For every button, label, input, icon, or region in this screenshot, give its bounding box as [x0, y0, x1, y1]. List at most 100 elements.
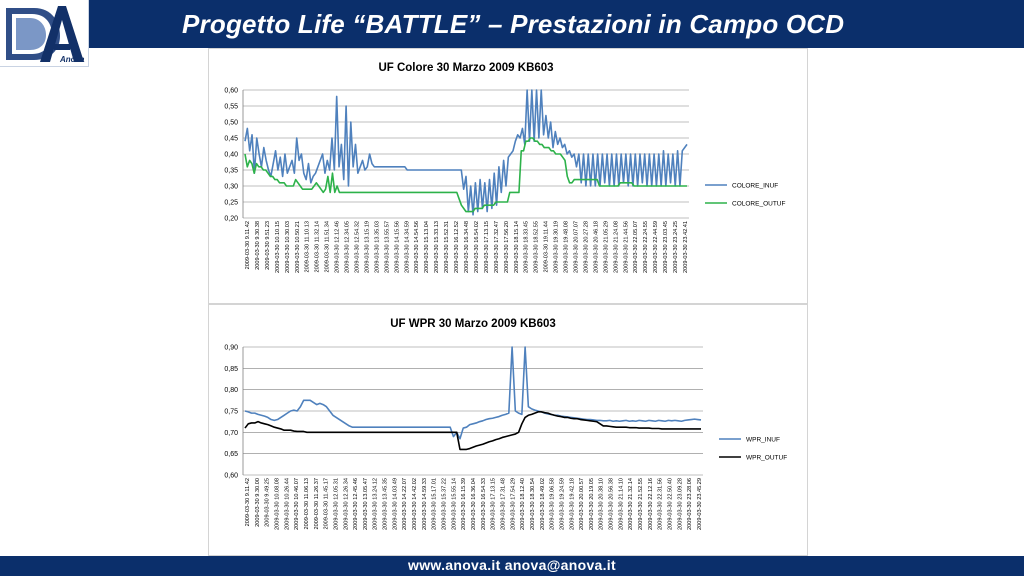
x-tick-label: 2009-03-30 22.12.16 — [648, 478, 654, 530]
y-tick-label: 0,30 — [224, 184, 238, 191]
x-tick-label: 2009-03-30 10.26.44 — [284, 478, 290, 530]
chart-uf-wpr: UF WPR 30 Marzo 2009 KB603 0,90 0,85 0,80 0,… — [208, 304, 808, 556]
x-tick-label: 2009-03-30 16.54.02 — [474, 221, 480, 273]
y-tick-label: 0,25 — [224, 200, 238, 207]
legend-label: COLORE_OUTUF — [732, 201, 785, 208]
y-tick-label: 0,50 — [224, 120, 238, 127]
x-tick-label: 2009-03-30 20.38.10 — [599, 478, 605, 530]
x-tick-label: 2009-03-30 20.00.57 — [579, 478, 585, 530]
x-tick-label: 2009-03-30 16.34.48 — [464, 221, 470, 273]
y-tick-label: 0,75 — [224, 409, 238, 416]
x-tick-label: 2009-03-30 12.54.32 — [355, 221, 361, 273]
x-tick-label: 2009-03-30 12.12.46 — [335, 221, 341, 273]
x-tick-label: 2009-03-30 17.13.15 — [491, 478, 497, 530]
chart-uf-colore-svg: UF Colore 30 Marzo 2009 KB603 0,60 0,55 0,5… — [224, 62, 785, 273]
x-tick-label: 2009-03-30 15.13.04 — [424, 221, 430, 273]
x-tick-label: 2009-03-30 19.24.59 — [559, 478, 565, 530]
x-tick-label: 2009-03-30 14.42.02 — [412, 478, 418, 530]
x-tick-label: 2009-03-30 21.44.56 — [623, 221, 629, 273]
x-tick-label: 2009-03-30 23.45.29 — [697, 478, 703, 530]
chart-uf-colore: UF Colore 30 Marzo 2009 KB603 0,60 0,55 0,5… — [208, 48, 808, 304]
x-tick-label: 2009-03-30 20.07.07 — [574, 221, 580, 273]
svg-text:Anova: Anova — [59, 55, 85, 64]
x-tick-label: 2009-03-30 16.54.33 — [481, 478, 487, 530]
x-tick-label: 2009-03-30 22.24.55 — [643, 221, 649, 273]
x-tick-label: 2009-03-30 11.10.13 — [305, 221, 311, 273]
x-tick-label: 2009-03-30 22.50.40 — [668, 478, 674, 530]
x-tick-label: 2009-03-30 21.24.08 — [613, 221, 619, 273]
y-tick-label: 0,90 — [224, 345, 238, 352]
x-tick-label: 2009-03-30 12.45.46 — [353, 478, 359, 530]
y-tick-label: 0,65 — [224, 451, 238, 458]
x-tick-label: 2009-03-30 21.52.55 — [638, 478, 644, 530]
x-tick-label: 2009-03-30 22.31.56 — [658, 478, 664, 530]
x-tick-label: 2009-03-30 15.33.13 — [434, 221, 440, 273]
x-tick-label: 2009-03-30 10.08.08 — [274, 478, 280, 530]
x-tick-label: 2009-03-30 9.30.38 — [255, 221, 261, 270]
x-tick-label: 2009-03-30 14.59.33 — [422, 478, 428, 530]
x-tick-label: 2009-03-30 20.46.18 — [593, 221, 599, 273]
chart-title: UF WPR 30 Marzo 2009 KB603 — [390, 318, 556, 330]
x-tick-label: 2009-03-30 23.28.06 — [687, 478, 693, 530]
x-tick-label: 2009-03-30 17.54.29 — [510, 478, 516, 530]
x-tick-label: 2009-03-30 13.05.47 — [363, 478, 369, 530]
x-tick-label: 2009-03-30 10.46.07 — [294, 478, 300, 530]
x-tick-label: 2009-03-30 12.05.31 — [333, 478, 339, 530]
x-tick-label: 2009-03-30 15.37.22 — [442, 478, 448, 530]
x-tick-label: 2009-03-30 13.35.03 — [374, 221, 380, 273]
y-tick-label: 0,60 — [224, 88, 238, 95]
y-tick-label: 0,40 — [224, 152, 238, 159]
x-tick-label: 2009-03-30 14.34.59 — [404, 221, 410, 273]
x-tick-label: 2009-03-30 18.12.40 — [520, 478, 526, 530]
x-tick-label: 2009-03-30 19.30.19 — [554, 221, 560, 273]
y-tick-label: 0,70 — [224, 430, 238, 437]
x-tick-label: 2009-03-30 21.32.14 — [628, 478, 634, 530]
series-line-colore-outuf — [244, 137, 687, 213]
x-tick-label: 2009-03-30 23.24.25 — [673, 221, 679, 273]
x-tick-label: 2009-03-30 10.30.03 — [285, 221, 291, 273]
x-tick-label: 2009-03-30 18.15.14 — [514, 221, 520, 273]
x-tick-label: 2009-03-30 16.36.04 — [471, 478, 477, 530]
y-tick-label: 0,35 — [224, 168, 238, 175]
x-tick-label: 2009-03-30 17.13.15 — [484, 221, 490, 273]
x-tick-label: 2009-03-30 14.15.56 — [394, 221, 400, 273]
x-tick-label: 2009-03-30 9.11.42 — [245, 221, 251, 269]
x-tick-label: 2009-03-30 14.54.56 — [414, 221, 420, 273]
x-tick-label: 2009-03-30 19.06.58 — [550, 478, 556, 530]
x-tick-label: 2009-03-30 13.24.12 — [373, 478, 379, 530]
x-tick-label: 2009-03-30 10.10.15 — [275, 221, 281, 273]
x-tick-label: 2009-03-30 16.12.52 — [454, 221, 460, 273]
y-tick-label: 0,60 — [224, 473, 238, 480]
x-tick-label: 2009-03-30 15.55.14 — [451, 478, 457, 530]
x-tick-label: 2009-03-30 21.05.29 — [603, 221, 609, 273]
series-line-colore-inuf — [244, 89, 688, 216]
x-tick-label: 2009-03-30 20.56.38 — [609, 478, 615, 530]
x-tick-label: 2009-03-30 17.32.47 — [494, 221, 500, 273]
y-tick-label: 0,55 — [224, 104, 238, 111]
x-tick-label: 2009-03-30 17.31.48 — [500, 478, 506, 530]
x-tick-label: 2009-03-30 21.14.10 — [618, 478, 624, 530]
x-tick-label: 2009-03-30 13.45.35 — [383, 478, 389, 530]
y-tick-label: 0,20 — [224, 216, 238, 223]
legend-label: WPR_OUTUF — [746, 455, 787, 462]
x-tick-label: 2009-03-30 20.19.05 — [589, 478, 595, 530]
x-tick-label: 2009-03-30 23.09.28 — [677, 478, 683, 530]
x-tick-label: 2009-03-30 9.30.00 — [255, 478, 261, 527]
x-tick-label: 2009-03-30 14.03.49 — [392, 478, 398, 530]
chart-uf-wpr-svg: UF WPR 30 Marzo 2009 KB603 0,90 0,85 0,80 0,… — [224, 318, 787, 530]
x-tick-label: 2009-03-30 9.51.23 — [265, 221, 271, 270]
anova-logo-icon: Anova — [6, 6, 85, 64]
x-tick-label: 2009-03-30 9.49.25 — [265, 478, 271, 527]
footer-bar: www.anova.it anova@anova.it — [0, 556, 1024, 576]
x-tick-label: 2009-03-30 11.45.17 — [324, 478, 330, 530]
header-bar — [0, 0, 1024, 48]
x-tick-label: 2009-03-30 15.17.01 — [432, 478, 438, 530]
y-tick-label: 0,45 — [224, 136, 238, 143]
x-tick-label: 2009-03-30 19.48.08 — [564, 221, 570, 273]
x-tick-label: 2009-03-30 14.22.07 — [402, 478, 408, 530]
x-tick-label: 2009-03-30 23.42.41 — [683, 221, 689, 273]
x-tick-label: 2009-03-30 12.26.34 — [343, 478, 349, 530]
x-tick-label: 2009-03-30 13.15.19 — [364, 221, 370, 273]
page-title: Progetto Life “BATTLE” – Prestazioni in … — [182, 9, 845, 39]
x-tick-label: 2009-03-30 15.52.31 — [444, 221, 450, 273]
